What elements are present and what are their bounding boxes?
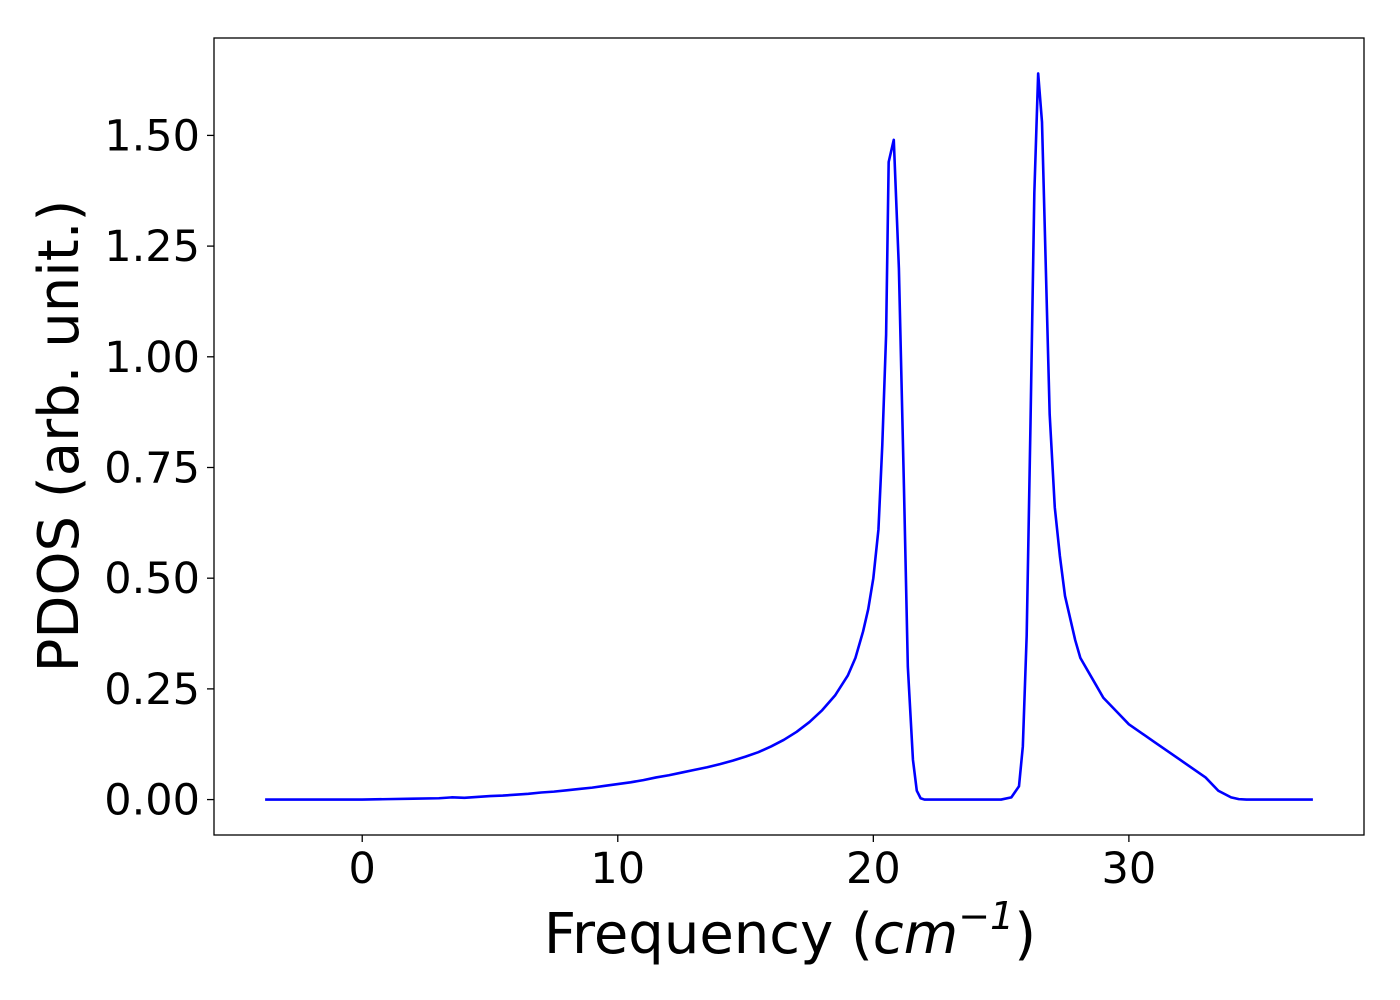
y-tick-label: 0.00 [104, 776, 200, 826]
y-tick-label: 1.00 [104, 333, 200, 383]
plot-area [213, 37, 1365, 836]
y-tick-label: 0.25 [104, 665, 200, 715]
x-tick-label: 10 [590, 844, 645, 894]
y-tick-label: 0.75 [104, 443, 200, 493]
x-tick-label: 30 [1102, 844, 1157, 894]
y-tick-label: 1.25 [104, 222, 200, 272]
y-tick-label: 1.50 [104, 111, 200, 161]
pdos-series-line [265, 72, 1313, 801]
y-axis-label: PDOS (arb. unit.) [27, 200, 92, 673]
x-axis-ticks: 0 10 20 30 [349, 835, 1157, 894]
x-tick-label: 20 [846, 844, 901, 894]
y-axis-ticks: 0.00 0.25 0.50 0.75 1.00 1.25 1.50 [104, 111, 214, 826]
plot-frame [213, 37, 1365, 836]
x-axis-label: Frequency (cm−1) [544, 894, 1036, 967]
y-tick-label: 0.50 [104, 554, 200, 604]
x-tick-label: 0 [349, 844, 376, 894]
